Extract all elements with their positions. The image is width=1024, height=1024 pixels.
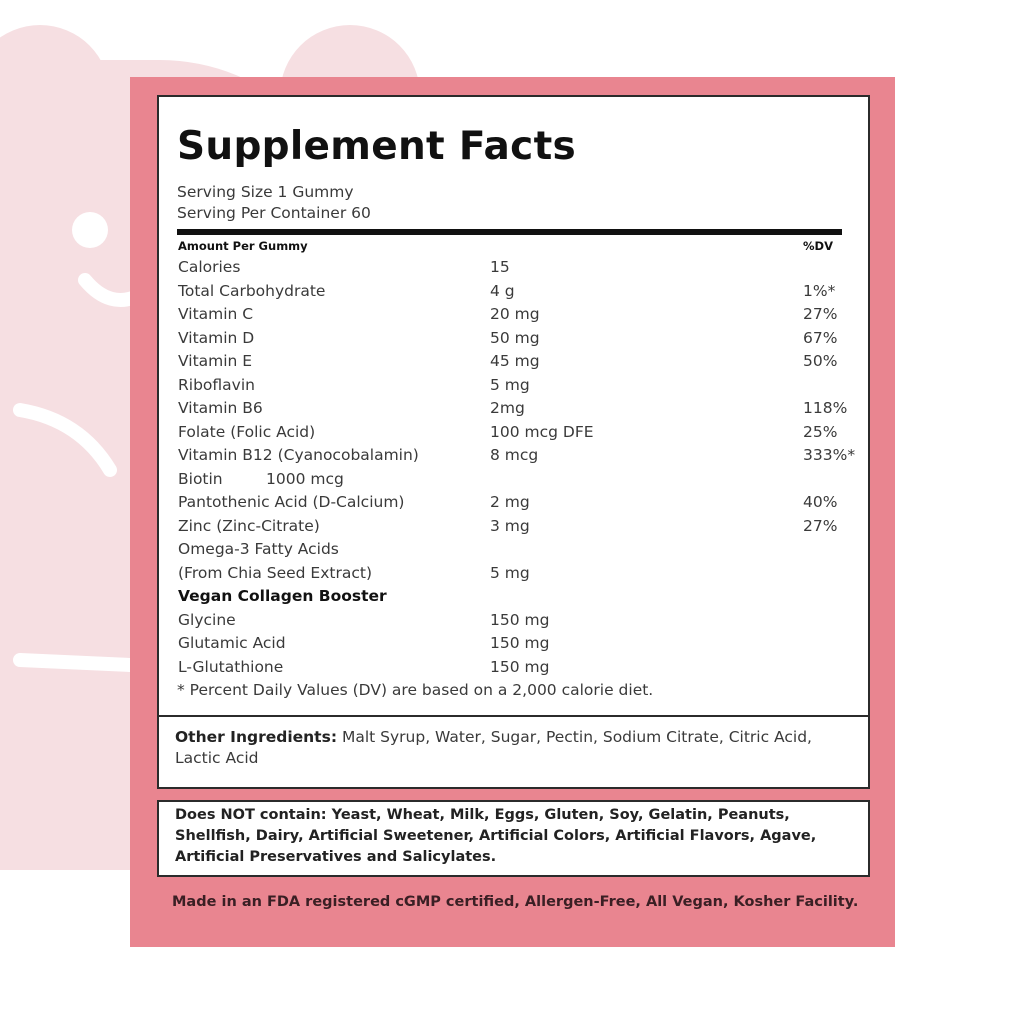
nutrient-dv: 27% <box>803 305 838 323</box>
nutrient-name: Zinc (Zinc-Citrate) <box>178 516 320 535</box>
nutrient-name: Vitamin E <box>178 352 253 370</box>
nutrient-name: (From Chia Seed Extract) <box>178 563 372 582</box>
nutrient-amount: 1000 mcg <box>266 469 344 488</box>
title: Supplement Facts <box>177 124 577 169</box>
nutrient-dv: 40% <box>803 493 838 511</box>
serving-size: Serving Size 1 Gummy <box>177 183 354 201</box>
servings-per-container: Serving Per Container 60 <box>177 204 371 222</box>
nutrient-dv: 27% <box>803 516 838 535</box>
nutrient-name: Glutamic Acid <box>178 634 286 652</box>
nutrient-name: Vitamin C <box>178 305 254 323</box>
nutrient-name: Calories <box>178 258 241 276</box>
nutrient-amount: 150 mg <box>490 657 550 676</box>
nutrient-amount: 4 g <box>490 281 515 300</box>
nutrient-name: Folate (Folic Acid) <box>178 422 316 441</box>
other-ingredients-text: Malt Syrup, Water, Sugar, Pectin, Sodium… <box>175 728 812 767</box>
nutrient-amount: 3 mg <box>490 516 530 535</box>
thick-rule <box>177 229 842 235</box>
nutrient-name: Biotin <box>178 469 223 488</box>
nutrient-amount: 2mg <box>490 399 525 417</box>
nutrient-dv: 118% <box>803 399 848 417</box>
nutrient-amount: 20 mg <box>490 305 540 323</box>
nutrient-name: Pantothenic Acid (D-Calcium) <box>178 493 405 511</box>
nutrient-name: Glycine <box>178 610 236 629</box>
nutrient-name: Vitamin B6 <box>178 399 263 417</box>
other-ingredients-label: Other Ingredients: <box>175 728 338 746</box>
section-heading: Vegan Collagen Booster <box>178 587 387 605</box>
nutrient-dv: 67% <box>803 328 838 347</box>
allergens-label: Does NOT contain: <box>175 807 327 823</box>
nutrient-name: Vitamin B12 (Cyanocobalamin) <box>178 446 419 464</box>
nutrient-name: Total Carbohydrate <box>178 281 326 300</box>
dv-header: %DV <box>803 239 833 253</box>
nutrient-name: L-Glutathione <box>178 657 284 676</box>
amount-header: Amount Per Gummy <box>178 239 308 253</box>
facts-box <box>157 95 870 789</box>
nutrient-amount: 150 mg <box>490 610 550 629</box>
nutrient-amount: 2 mg <box>490 493 530 511</box>
nutrient-dv: 25% <box>803 422 838 441</box>
allergen-box <box>157 800 870 877</box>
nutrient-name: Riboflavin <box>178 375 255 394</box>
nutrient-amount: 8 mcg <box>490 446 539 464</box>
nutrient-dv: 1%* <box>803 281 836 300</box>
other-ingredients: Other Ingredients: Malt Syrup, Water, Su… <box>175 727 855 769</box>
nutrient-amount: 5 mg <box>490 563 530 582</box>
nutrient-amount: 100 mcg DFE <box>490 422 594 441</box>
made-in: Made in an FDA registered cGMP certified… <box>172 894 859 910</box>
nutrient-name: Vitamin D <box>178 328 255 347</box>
nutrient-amount: 45 mg <box>490 352 540 370</box>
allergens-text: Yeast, Wheat, Milk, Eggs, Gluten, Soy, G… <box>175 807 817 865</box>
nutrient-dv: 333%* <box>803 446 856 464</box>
nutrient-amount: 15 <box>490 258 510 276</box>
allergens: Does NOT contain: Yeast, Wheat, Milk, Eg… <box>175 805 865 868</box>
nutrient-dv: 50% <box>803 352 838 370</box>
nutrient-amount: 150 mg <box>490 634 550 652</box>
nutrient-name: Omega-3 Fatty Acids <box>178 540 339 558</box>
divider <box>157 715 870 717</box>
nutrient-amount: 50 mg <box>490 328 540 347</box>
footnote: * Percent Daily Values (DV) are based on… <box>177 681 654 699</box>
nutrient-amount: 5 mg <box>490 375 530 394</box>
